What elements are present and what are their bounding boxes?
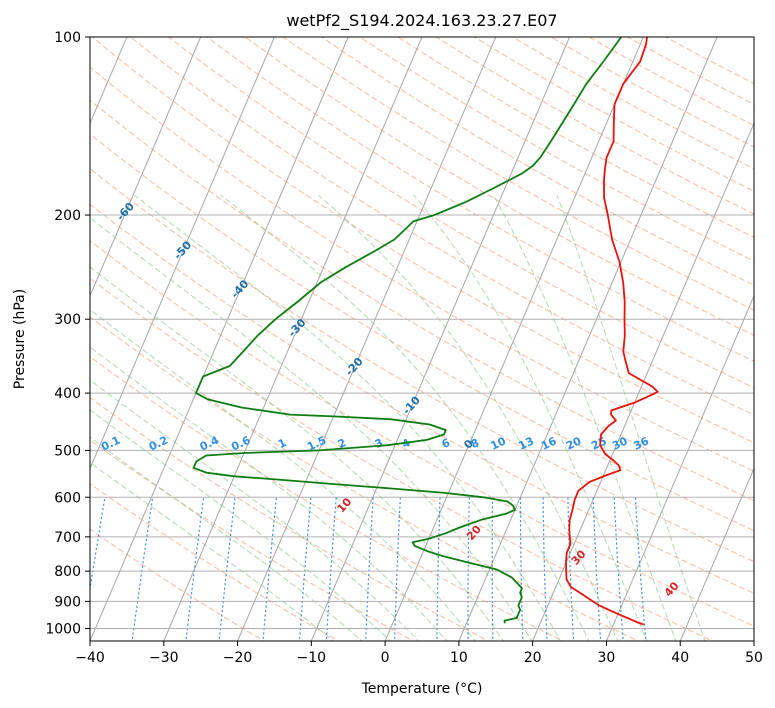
mixing-ratio-line [185, 497, 205, 641]
y-tick-label: 100 [54, 30, 81, 46]
moist-adiabat [90, 346, 448, 641]
isotherm-line [90, 37, 202, 298]
mixing-ratio-line [491, 497, 494, 641]
y-tick-label: 900 [54, 594, 81, 610]
mixing-ratio-line [634, 497, 647, 641]
mixing-ratio-line [542, 497, 548, 641]
x-tick-label: −10 [297, 650, 327, 666]
isotherm-line [90, 37, 275, 470]
x-axis: −40 −30 −20 −10 0 10 20 30 40 50 [75, 641, 763, 666]
mixing-ratio-line [394, 497, 401, 641]
isotherm-line [237, 37, 497, 641]
y-axis: 100 200 300 400 500 600 700 800 900 1000 [45, 30, 90, 637]
x-tick-label: 50 [745, 650, 763, 666]
x-tick-label: −30 [149, 650, 179, 666]
isotherm-line [384, 37, 644, 641]
moist-adiabat [317, 194, 619, 641]
mixing-ratio-label: 36 [632, 434, 652, 452]
x-tick-label: −40 [75, 650, 105, 666]
mixing-ratio-label: 10 [489, 434, 509, 452]
moist-adiabat [90, 216, 533, 641]
y-tick-label: 600 [54, 490, 81, 506]
mixing-ratio-line [467, 497, 470, 641]
mixing-ratio-label: 30 [610, 434, 630, 452]
mixing-ratio-line [519, 497, 524, 641]
x-tick-label: 20 [524, 650, 542, 666]
moist-adiabat [90, 436, 363, 641]
profiles [192, 37, 659, 626]
dry-adiabat [91, 37, 754, 444]
mixing-ratio-labels: 0.1 0.2 0.4 0.6 1 1.5 2 3 4 6 8 10 13 16 20 25 30 36 [99, 433, 651, 453]
isotherm-line [310, 37, 571, 641]
mixing-ratio-line [592, 497, 602, 641]
moist-adiabat [90, 409, 392, 641]
y-tick-label: 200 [54, 208, 81, 224]
moist-adiabat [90, 461, 335, 641]
dry-adiabat [321, 37, 754, 286]
isotherm-line [458, 37, 718, 641]
x-tick-label: 10 [450, 650, 468, 666]
isotherm-line [605, 294, 754, 641]
mixing-ratio-line [613, 497, 624, 641]
chart-title: wetPf2_S194.2024.163.23.27.E07 [286, 11, 557, 31]
isotherm-line [90, 37, 349, 641]
mixing-ratio-line [90, 497, 106, 593]
plot-area: -100-90-80-70-60-50-40-30-20-100 0.10.20… [90, 37, 754, 641]
mixing-ratio-line [325, 497, 337, 641]
mixing-ratio-line [298, 497, 312, 641]
x-tick-label: 30 [598, 650, 616, 666]
moist-adiabat [133, 194, 562, 641]
x-axis-title: Temperature (°C) [361, 681, 483, 697]
mixing-ratio-line [218, 497, 236, 641]
y-tick-label: 500 [54, 443, 81, 459]
mixing-ratio-line [567, 497, 575, 641]
dry-adiabat [90, 99, 754, 502]
moist-adiabat [90, 309, 476, 641]
moist-adiabat [556, 194, 706, 641]
dry-adiabat [168, 37, 754, 389]
dry-adiabat [90, 397, 490, 641]
moist-adiabat [90, 379, 420, 641]
mixing-ratio-line [131, 497, 154, 641]
isotherm-line [679, 467, 754, 641]
isotherm-line [163, 37, 423, 641]
isotherm-line [532, 122, 754, 641]
moist-adiabat [413, 194, 648, 641]
mixing-ratio-label: 20 [564, 434, 584, 452]
dry-adiabat [90, 168, 754, 563]
dry-adiabat [244, 37, 754, 336]
y-axis-title: Pressure (hPa) [12, 289, 28, 389]
y-tick-label: 400 [54, 386, 81, 402]
temperature-profile [565, 37, 659, 626]
dry-adiabat [90, 203, 754, 594]
y-tick-label: 800 [54, 564, 81, 580]
x-tick-label: 40 [671, 650, 689, 666]
pressure-grid [90, 37, 754, 629]
moist-adiabat [492, 194, 677, 641]
y-tick-label: 300 [54, 312, 81, 328]
y-tick-label: 1000 [45, 621, 81, 637]
x-tick-label: −20 [223, 650, 253, 666]
y-tick-label: 700 [54, 530, 81, 546]
dewpoint-profile [192, 37, 622, 624]
mixing-ratio-line [436, 497, 441, 641]
mixing-ratio-line [365, 497, 374, 641]
moist-adiabat [90, 266, 505, 641]
plot-frame [89, 36, 755, 642]
mixing-ratio-line [262, 497, 278, 641]
mixing-ratio-label: 16 [539, 434, 559, 452]
mixing-ratio-label: 13 [517, 434, 536, 452]
mixing-ratio-label: 25 [589, 434, 608, 452]
x-tick-label: 0 [381, 650, 390, 666]
